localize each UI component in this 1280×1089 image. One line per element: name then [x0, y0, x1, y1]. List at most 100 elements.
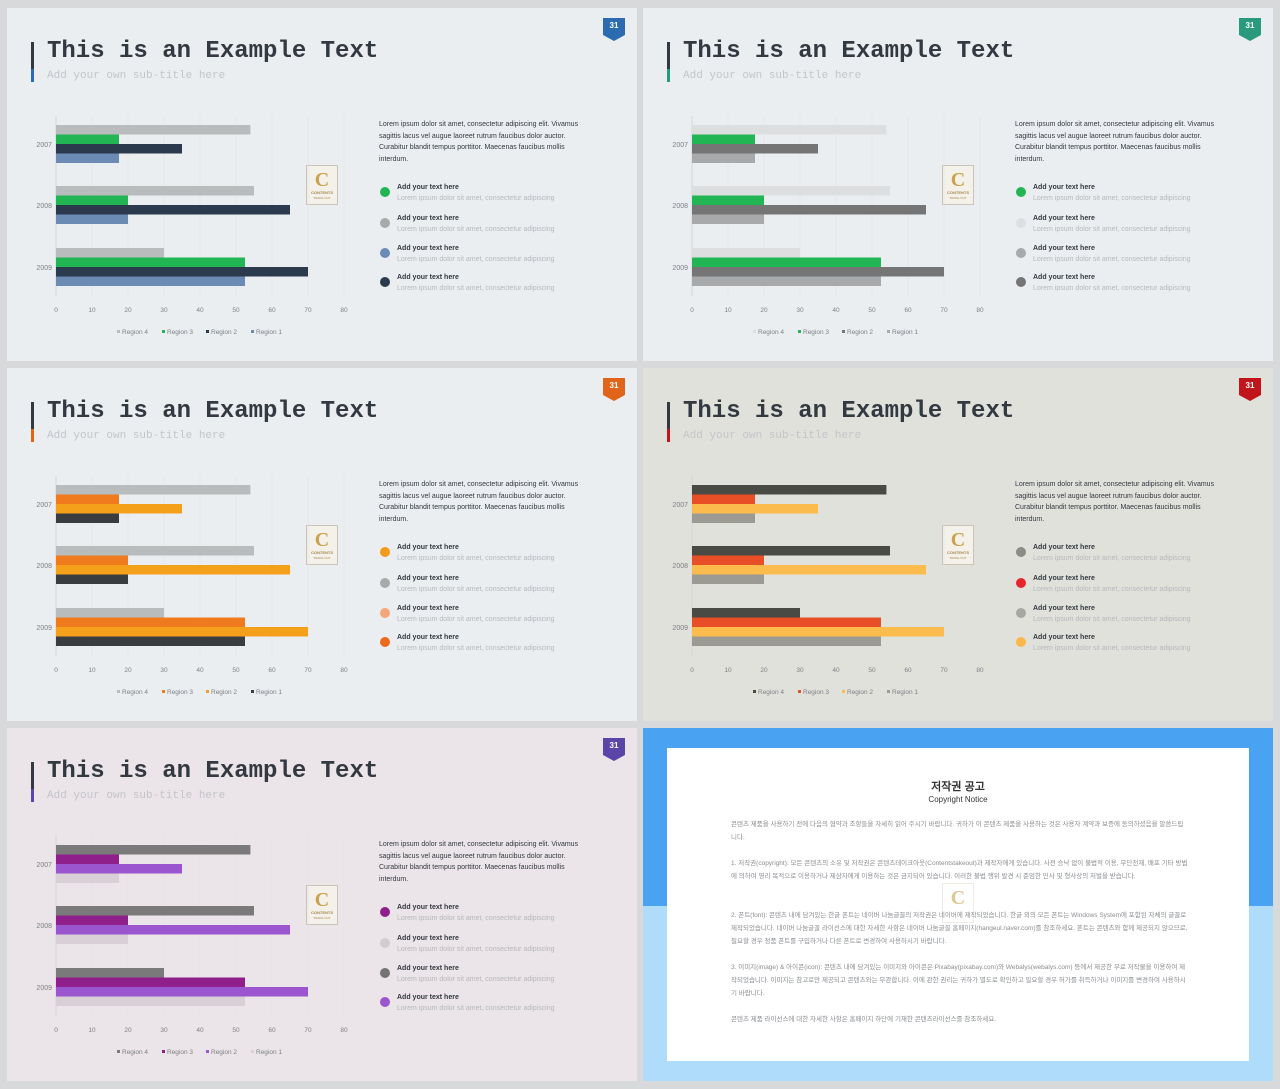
text-item-description: Lorem ipsum dolor sit amet, consectetur …	[397, 555, 555, 562]
x-tick-label: 40	[832, 667, 840, 674]
bar	[692, 144, 818, 154]
text-item: Add your text here Lorem ipsum dolor sit …	[380, 605, 620, 631]
text-item: Add your text here Lorem ipsum dolor sit …	[1016, 634, 1256, 660]
bar	[692, 636, 881, 646]
text-item-description: Lorem ipsum dolor sit amet, consectetur …	[1033, 195, 1191, 202]
accent-bar-color	[667, 69, 670, 82]
bar	[56, 845, 251, 855]
legend-label: Region 1	[256, 1049, 282, 1056]
text-item-description: Lorem ipsum dolor sit amet, consectetur …	[397, 915, 555, 922]
text-item-description: Lorem ipsum dolor sit amet, consectetur …	[397, 1005, 555, 1012]
legend-swatch	[887, 690, 890, 693]
body-paragraph: Lorem ipsum dolor sit amet, consectetur …	[379, 481, 579, 523]
legend-label: Region 2	[211, 689, 237, 696]
bullet-dot-icon	[1016, 608, 1026, 618]
text-item-heading: Add your text here	[397, 605, 459, 612]
page-number: 31	[1245, 381, 1255, 390]
legend-swatch	[753, 330, 756, 333]
text-item-heading: Add your text here	[397, 184, 459, 191]
x-tick-label: 20	[760, 307, 768, 314]
bar	[692, 276, 881, 286]
text-item-description: Lorem ipsum dolor sit amet, consectetur …	[1033, 555, 1191, 562]
notice-paragraph-image: 3. 이미지(image) & 아이콘(icon): 콘텐츠 내에 담겨있는 이…	[731, 964, 1186, 997]
logo-letter: C	[950, 169, 966, 191]
title-accent-bar	[31, 762, 34, 802]
category-label: 2009	[36, 985, 52, 992]
bar	[56, 977, 245, 987]
bullet-dot-icon	[380, 907, 390, 917]
slide-title: This is an Example Text	[683, 38, 1015, 65]
x-tick-label: 60	[268, 1027, 276, 1034]
x-tick-label: 50	[232, 667, 240, 674]
logo-letter: C	[314, 529, 330, 551]
x-tick-label: 20	[760, 667, 768, 674]
bullet-dot-icon	[1016, 187, 1026, 197]
text-item: Add your text here Lorem ipsum dolor sit …	[1016, 575, 1256, 601]
x-tick-label: 60	[904, 307, 912, 314]
legend-swatch	[842, 330, 845, 333]
bar	[692, 257, 881, 267]
x-tick-label: 70	[304, 667, 312, 674]
bar	[56, 873, 119, 883]
accent-bar-dark	[31, 762, 34, 789]
notice-paragraph-font: 2. 폰트(font): 콘텐츠 내에 담겨있는 한글 폰트는 네이버 나눔글꼴…	[731, 912, 1188, 945]
bullet-dot-icon	[380, 218, 390, 228]
notice-paragraph-intro: 콘텐츠 제품을 사용하기 전에 다음의 협약과 조항들을 자세히 읽어 주시기 …	[731, 821, 1184, 841]
logo-word: CONTENTS	[311, 190, 333, 195]
legend-swatch	[206, 1050, 209, 1053]
text-item: Add your text here Lorem ipsum dolor sit …	[380, 965, 620, 991]
slide-1: This is an Example Text Add your own sub-…	[7, 8, 637, 361]
x-tick-label: 70	[304, 1027, 312, 1034]
text-item-heading: Add your text here	[397, 994, 459, 1001]
notice-subtitle: Copyright Notice	[928, 795, 988, 804]
bullet-dot-icon	[380, 938, 390, 948]
x-tick-label: 30	[160, 1027, 168, 1034]
logo-tag: TRAKE OUT	[949, 196, 967, 200]
bar	[692, 485, 887, 495]
legend-label: Region 1	[892, 689, 918, 696]
bullet-dot-icon	[1016, 578, 1026, 588]
notice-paper: C 저작권 공고 Copyright Notice 콘텐츠 제품을 사용하기 전…	[667, 748, 1249, 1061]
bar	[692, 617, 881, 627]
text-item-heading: Add your text here	[397, 904, 459, 911]
accent-bar-color	[31, 789, 34, 802]
bullet-dot-icon	[380, 547, 390, 557]
bar	[692, 546, 890, 556]
bar	[692, 504, 818, 514]
text-item-heading: Add your text here	[397, 935, 459, 942]
text-item-heading: Add your text here	[397, 965, 459, 972]
text-item-heading: Add your text here	[1033, 274, 1095, 281]
badge-shape	[1239, 18, 1261, 41]
category-label: 2009	[36, 625, 52, 632]
text-item-description: Lorem ipsum dolor sit amet, consectetur …	[397, 976, 555, 983]
legend-label: Region 1	[892, 329, 918, 336]
logo-tag: TRAKE OUT	[313, 196, 331, 200]
x-tick-label: 20	[124, 1027, 132, 1034]
text-item: Add your text here Lorem ipsum dolor sit …	[380, 634, 620, 660]
contents-logo-watermark: C	[942, 883, 974, 923]
bar	[56, 608, 164, 618]
text-item-description: Lorem ipsum dolor sit amet, consectetur …	[1033, 285, 1191, 292]
text-item: Add your text here Lorem ipsum dolor sit …	[380, 245, 620, 271]
title-accent-bar	[31, 402, 34, 442]
legend-swatch	[206, 690, 209, 693]
legend-label: Region 2	[211, 329, 237, 336]
category-label: 2008	[36, 563, 52, 570]
bar	[56, 134, 119, 144]
legend-swatch	[842, 690, 845, 693]
legend-swatch	[251, 690, 254, 693]
text-item-description: Lorem ipsum dolor sit amet, consectetur …	[397, 616, 555, 623]
badge-shield-icon	[603, 738, 625, 761]
bar	[692, 125, 887, 135]
bar	[56, 854, 119, 864]
slide-title: This is an Example Text	[47, 758, 379, 785]
body-paragraph: Lorem ipsum dolor sit amet, consectetur …	[1015, 481, 1215, 523]
category-label: 2009	[36, 265, 52, 272]
bar	[56, 144, 182, 154]
bar	[692, 555, 764, 565]
logo-letter: C	[314, 889, 330, 911]
page-number-badge: 31	[603, 738, 625, 761]
accent-bar-color	[31, 429, 34, 442]
text-item: Add your text here Lorem ipsum dolor sit …	[1016, 544, 1256, 570]
legend-swatch	[798, 330, 801, 333]
